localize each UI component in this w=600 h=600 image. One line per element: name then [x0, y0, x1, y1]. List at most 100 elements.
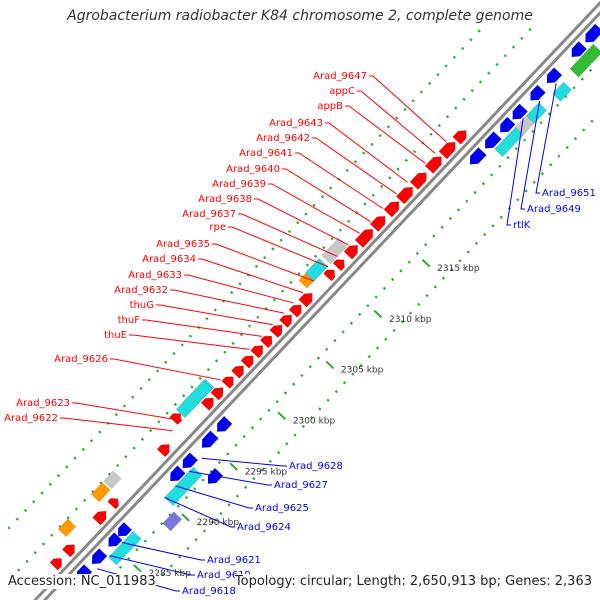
forward-gene[interactable]: [409, 169, 430, 190]
forward-gene[interactable]: [221, 373, 238, 389]
gene-label[interactable]: Arad_9637: [182, 209, 236, 220]
accession-label: Accession: NC_011983: [8, 574, 156, 589]
forward-gene[interactable]: [288, 301, 305, 318]
forward-gene[interactable]: [156, 441, 173, 458]
gene-label[interactable]: Arad_9642: [256, 133, 310, 144]
gene-label[interactable]: Arad_9639: [212, 179, 266, 190]
reverse-gene[interactable]: [114, 521, 133, 540]
reverse-gene[interactable]: [198, 430, 219, 452]
forward-gene[interactable]: [369, 212, 389, 233]
gene-label[interactable]: Arad_9628: [289, 461, 343, 472]
forward-gene[interactable]: [343, 241, 362, 260]
rna-gene[interactable]: [552, 81, 572, 102]
gene-label[interactable]: Arad_9633: [128, 270, 182, 281]
gene-orange[interactable]: [57, 518, 77, 538]
reverse-gene[interactable]: [581, 23, 600, 46]
leader-line: [312, 137, 397, 195]
rna-gene[interactable]: [494, 126, 524, 158]
reverse-gene[interactable]: [466, 147, 487, 168]
reverse-gene[interactable]: [481, 131, 502, 152]
gene-label[interactable]: Arad_9643: [269, 118, 323, 129]
reverse-gene[interactable]: [496, 116, 516, 136]
reverse-gene[interactable]: [204, 467, 224, 487]
rna-gene[interactable]: [108, 530, 142, 566]
gene-label[interactable]: appB: [317, 101, 343, 112]
reverse-gene[interactable]: [179, 452, 199, 472]
gene-label[interactable]: Arad_9647: [313, 71, 367, 82]
gene-label[interactable]: Arad_9624: [237, 522, 291, 533]
gene-label[interactable]: Arad_9638: [198, 194, 252, 205]
rna-gene[interactable]: [164, 466, 203, 507]
gene-green[interactable]: [569, 43, 600, 78]
forward-gene[interactable]: [240, 352, 257, 369]
track-dot: [458, 259, 462, 263]
track-dot: [313, 254, 318, 258]
forward-gene[interactable]: [259, 332, 276, 349]
reverse-gene[interactable]: [105, 532, 123, 551]
track-dot: [180, 343, 184, 347]
gene-label[interactable]: Arad_9635: [156, 239, 210, 250]
gene-label[interactable]: Arad_9618: [182, 586, 236, 597]
gene-label[interactable]: thuG: [130, 300, 154, 311]
gene-lavender[interactable]: [162, 511, 183, 532]
forward-gene[interactable]: [92, 507, 111, 526]
forward-gene[interactable]: [49, 555, 66, 571]
gene-orange[interactable]: [90, 482, 111, 503]
forward-gene[interactable]: [107, 495, 122, 510]
track-dot: [403, 107, 407, 112]
gene-label[interactable]: Arad_9622: [4, 413, 58, 424]
gene-gray[interactable]: [103, 470, 122, 490]
gene-label[interactable]: Arad_9626: [54, 354, 108, 365]
gene-label[interactable]: Arad_9621: [207, 555, 261, 566]
rna-gene[interactable]: [175, 379, 213, 419]
gene-label[interactable]: rtlK: [513, 220, 531, 231]
gene-label[interactable]: Arad_9623: [16, 398, 70, 409]
scale-label: 2310 kbp: [389, 315, 432, 325]
forward-gene[interactable]: [395, 183, 416, 205]
reverse-gene[interactable]: [568, 40, 588, 60]
gene-label[interactable]: Arad_9632: [114, 285, 168, 296]
gene-label[interactable]: rpe: [209, 222, 226, 233]
leader-line: [198, 258, 304, 294]
reverse-gene[interactable]: [88, 548, 108, 567]
forward-gene[interactable]: [230, 362, 247, 379]
reverse-gene[interactable]: [213, 415, 233, 435]
track-dot: [478, 80, 483, 84]
track-dot: [81, 447, 85, 452]
forward-gene[interactable]: [332, 256, 348, 272]
leader-line: [201, 457, 287, 467]
forward-gene[interactable]: [452, 127, 471, 145]
reverse-gene[interactable]: [509, 103, 529, 123]
forward-gene[interactable]: [383, 198, 403, 218]
forward-gene[interactable]: [438, 138, 459, 160]
forward-gene[interactable]: [269, 321, 286, 339]
forward-gene[interactable]: [250, 342, 267, 359]
gene-label[interactable]: thuF: [118, 315, 141, 326]
reverse-gene[interactable]: [526, 84, 546, 104]
forward-gene[interactable]: [200, 394, 217, 411]
gene-label[interactable]: thuE: [104, 330, 127, 341]
gene-label[interactable]: Arad_9641: [239, 148, 293, 159]
gene-label[interactable]: Arad_9640: [226, 164, 280, 175]
gene-label[interactable]: Arad_9634: [142, 254, 196, 265]
gene-gray[interactable]: [321, 237, 348, 265]
reverse-gene[interactable]: [543, 67, 563, 87]
track-dot: [305, 263, 310, 267]
forward-gene[interactable]: [210, 384, 227, 401]
reverse-gene[interactable]: [166, 465, 186, 485]
forward-gene[interactable]: [279, 311, 295, 328]
forward-gene[interactable]: [323, 266, 338, 282]
gene-label[interactable]: Arad_9625: [255, 503, 309, 514]
gene-label[interactable]: Arad_9627: [274, 480, 328, 491]
gene-label[interactable]: Arad_9619: [197, 570, 251, 581]
leader-line: [109, 555, 195, 576]
gene-label[interactable]: appC: [329, 86, 355, 97]
forward-gene[interactable]: [298, 289, 317, 308]
forward-gene[interactable]: [354, 226, 377, 249]
forward-gene[interactable]: [61, 541, 78, 558]
gene-label[interactable]: Arad_9649: [527, 204, 581, 215]
forward-gene[interactable]: [424, 153, 445, 174]
rna-gene[interactable]: [525, 102, 548, 124]
gene-label[interactable]: Arad_9651: [542, 188, 596, 199]
